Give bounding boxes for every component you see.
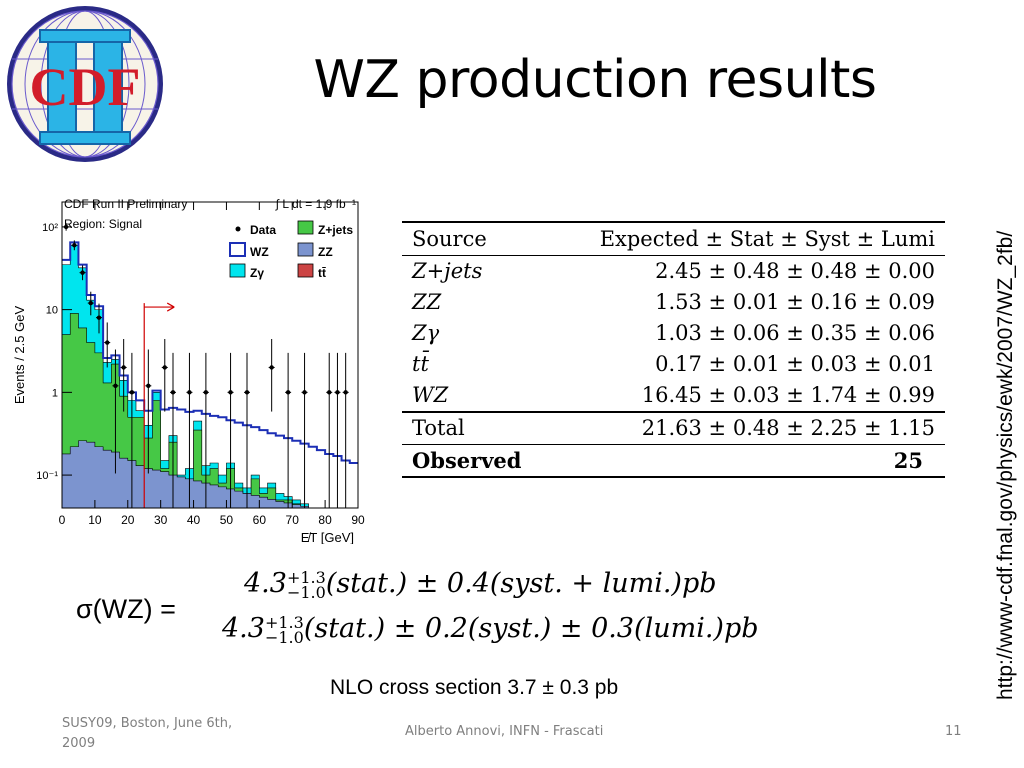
data-point	[228, 390, 233, 395]
table-row: ZZ 1.53 ± 0.01 ± 0.16 ± 0.09	[402, 287, 945, 318]
value-cell: 1.53 ± 0.01 ± 0.16 ± 0.09	[655, 290, 935, 314]
x-tick-label: 50	[220, 513, 234, 527]
legend-label: ZZ	[318, 245, 333, 259]
data-point	[129, 390, 135, 395]
sigma-wz-label: σ(WZ) =	[76, 594, 176, 624]
data-point	[88, 300, 93, 306]
slide-title: WZ production results	[313, 50, 877, 110]
total-value: 21.63 ± 0.48 ± 2.25 ± 1.15	[547, 411, 945, 445]
source-cell: ZZ	[412, 290, 442, 314]
chart-region: Region: Signal	[64, 217, 142, 231]
data-point	[146, 383, 151, 389]
y-tick-label: 10⁻¹	[36, 470, 58, 482]
footer-author: Alberto Annovi, INFN - Frascati	[405, 724, 604, 739]
data-point	[327, 390, 332, 395]
x-tick-label: 60	[253, 513, 267, 527]
x-tick-label: 20	[121, 513, 135, 527]
cross-section-formula-1: 4.3 +1.3 −1.0 (stat.) ± 0.4(syst. + lumi.)p…	[244, 567, 717, 602]
data-point	[162, 365, 167, 370]
y-tick-label: 10²	[42, 222, 58, 234]
header-source: Source	[402, 221, 548, 256]
table-header-row: Source Expected ± Stat ± Syst ± Lumi	[402, 221, 945, 256]
legend-label: WZ	[250, 245, 269, 259]
data-point	[96, 315, 102, 320]
data-point	[343, 390, 348, 395]
x-tick-label: 0	[59, 513, 66, 527]
legend-swatch	[297, 263, 314, 278]
data-point	[113, 383, 118, 389]
data-point	[80, 270, 85, 275]
legend-label: Data	[250, 223, 276, 237]
table-row: Z+jets 2.45 ± 0.48 ± 0.48 ± 0.00	[402, 256, 945, 288]
value-cell: 1.03 ± 0.06 ± 0.35 ± 0.06	[655, 321, 935, 345]
legend-label: Z+jets	[318, 223, 353, 237]
logo-text: CDF	[30, 57, 141, 117]
legend-marker	[235, 226, 241, 232]
x-tick-label: 40	[187, 513, 201, 527]
yields-table: Source Expected ± Stat ± Syst ± Lumi Z+j…	[402, 221, 945, 479]
data-point	[285, 390, 291, 395]
observed-value: 25	[547, 444, 945, 478]
observed-label: Observed	[402, 444, 548, 478]
data-point	[121, 365, 126, 370]
cut-arrowhead	[166, 302, 175, 312]
data-point	[187, 390, 192, 395]
cdf-logo: CDF	[4, 4, 166, 164]
page-number: 11	[945, 724, 962, 739]
x-tick-label: 70	[286, 513, 300, 527]
legend-label: tt̄	[318, 266, 326, 280]
observed-row: Observed 25	[402, 444, 945, 478]
y-axis-label: Events / 2.5 GeV	[12, 306, 27, 405]
data-point	[302, 390, 307, 395]
mett-histogram: 0 10 20 30 40 50 60 70 80 90 10² 10 1 10⁻¹ E̸T [GeV] Ev…	[8, 188, 370, 545]
data-point	[335, 390, 340, 395]
y-tick-label: 10	[46, 305, 58, 317]
x-axis-label: E̸T [GeV]	[301, 530, 354, 544]
value-cell: 0.17 ± 0.01 ± 0.03 ± 0.01	[655, 352, 935, 376]
total-label: Total	[402, 411, 548, 445]
y-tick-label: 1	[52, 387, 58, 399]
x-tick-label: 30	[154, 513, 168, 527]
legend-swatch	[297, 220, 314, 235]
x-tick-label: 10	[88, 513, 102, 527]
plot-frame	[61, 201, 359, 509]
source-cell: tt̄	[412, 352, 429, 376]
source-cell: Z+jets	[412, 259, 483, 283]
chart-lumi: ∫ L dt = 1.9 fb⁻¹	[275, 197, 356, 211]
legend-swatch	[297, 242, 314, 257]
total-row: Total 21.63 ± 0.48 ± 2.25 ± 1.15	[402, 411, 945, 445]
legend-swatch	[229, 242, 246, 257]
x-tick-label: 80	[318, 513, 332, 527]
value-cell: 16.45 ± 0.03 ± 1.74 ± 0.99	[641, 383, 935, 407]
nlo-cross-section: NLO cross section 3.7 ± 0.3 pb	[330, 676, 619, 699]
data-point	[244, 390, 250, 395]
value-cell: 2.45 ± 0.48 ± 0.48 ± 0.00	[655, 259, 935, 283]
legend-label: Zγ	[250, 266, 264, 280]
source-cell: Zγ	[412, 321, 440, 345]
zjets-area	[61, 313, 358, 509]
data-point	[203, 390, 209, 395]
table-row: Zγ 1.03 ± 0.06 ± 0.35 ± 0.06	[402, 318, 945, 349]
wz-line	[62, 241, 358, 464]
legend-swatch	[229, 263, 246, 278]
chart-title: CDF Run II Preliminary	[64, 197, 187, 211]
source-cell: WZ	[412, 383, 449, 407]
header-expected: Expected ± Stat ± Syst ± Lumi	[547, 221, 945, 256]
x-tick-label: 90	[351, 513, 365, 527]
footer-event: SUSY09, Boston, June 6th, 2009	[62, 716, 233, 751]
analysis-url[interactable]: http://www-cdf.fnal.gov/physics/ewk/2007…	[994, 230, 1017, 700]
table-row: WZ 16.45 ± 0.03 ± 1.74 ± 0.99	[402, 380, 945, 412]
data-point	[170, 390, 176, 395]
cross-section-formula-2: 4.3 +1.3 −1.0 (stat.) ± 0.2(syst.) ± 0.3(lu…	[222, 612, 759, 647]
data-point	[105, 340, 110, 345]
table-row: tt̄ 0.17 ± 0.01 ± 0.03 ± 0.01	[402, 349, 945, 380]
data-point	[72, 243, 77, 248]
data-point	[269, 365, 274, 370]
